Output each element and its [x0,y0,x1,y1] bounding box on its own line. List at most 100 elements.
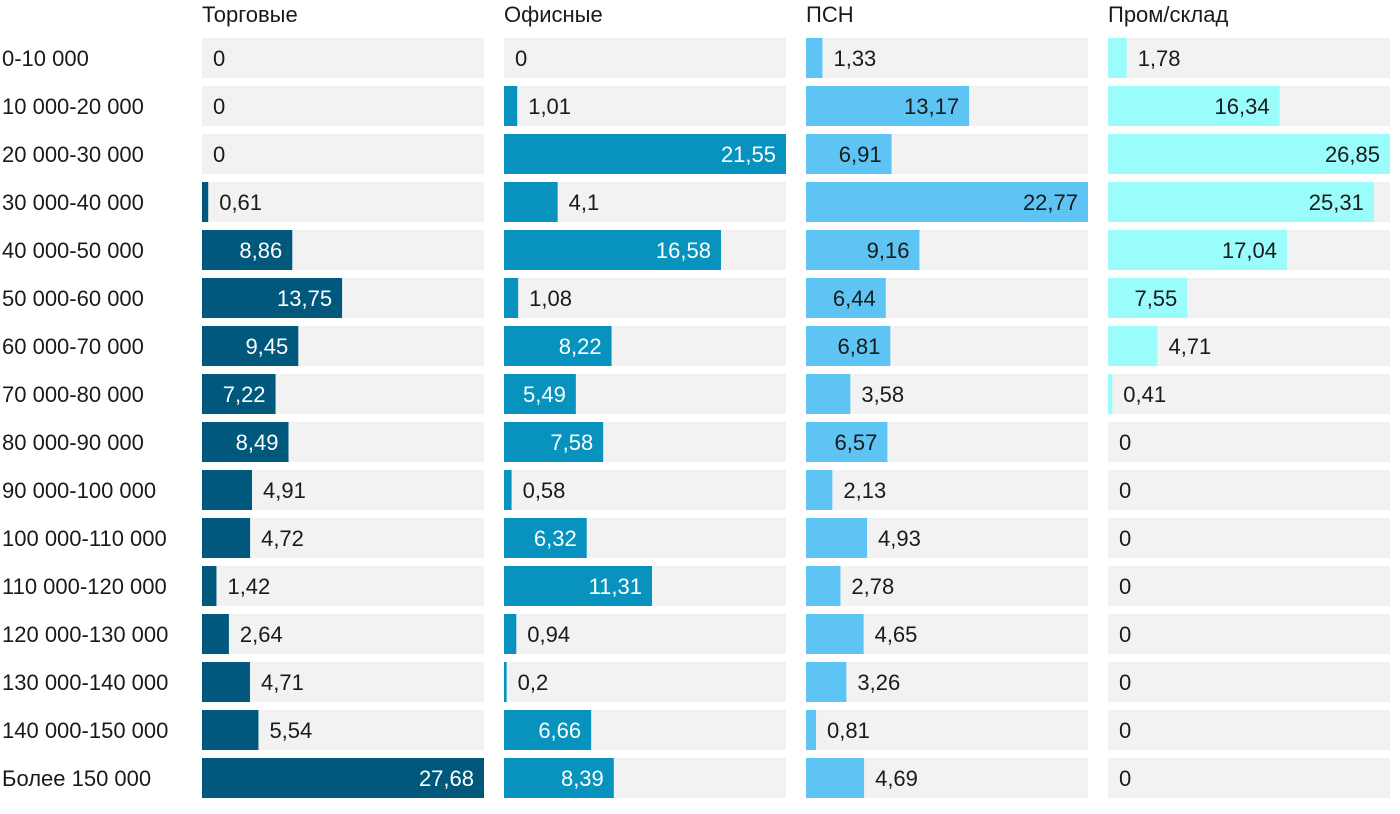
bar-background [202,566,484,606]
bar [504,566,653,606]
data-label: 2,13 [843,478,886,503]
data-label: 0 [213,94,225,119]
data-label: 8,22 [559,334,602,359]
data-label: 13,75 [277,286,332,311]
bar-background [806,566,1088,606]
data-label: 2,64 [240,622,283,647]
bar [806,758,865,798]
bar-background [504,470,786,510]
bar [504,134,786,174]
data-label: 4,71 [261,670,304,695]
category-label: 20 000-30 000 [2,142,144,167]
bar [806,86,970,126]
bar [504,710,592,750]
category-label: 40 000-50 000 [2,238,144,263]
bar [504,470,512,510]
data-label: 0 [1119,766,1131,791]
bar-background [202,134,484,174]
bar [504,326,612,366]
data-label: 21,55 [721,142,776,167]
bar-background [1108,374,1390,414]
bar [806,38,823,78]
data-label: 0 [1119,526,1131,551]
bar [806,518,868,558]
data-label: 16,58 [656,238,711,263]
data-label: 4,1 [569,190,600,215]
data-label: 6,57 [835,430,878,455]
bar-background [1108,614,1390,654]
category-label: 70 000-80 000 [2,382,144,407]
bar [1108,326,1158,366]
bar [202,182,209,222]
data-label: 0 [1119,478,1131,503]
data-label: 25,31 [1309,190,1364,215]
bar [202,614,229,654]
data-label: 0 [213,142,225,167]
data-label: 7,22 [223,382,266,407]
bar [202,518,251,558]
panel-title: ПСН [806,2,854,27]
bar [806,614,864,654]
data-label: 5,54 [269,718,312,743]
bar [1108,134,1390,174]
category-label: 140 000-150 000 [2,718,168,743]
bar [806,710,817,750]
data-label: 6,44 [833,286,876,311]
bar [806,422,888,462]
bar [202,662,250,702]
bar [806,230,920,270]
bar-background [202,38,484,78]
data-label: 3,26 [857,670,900,695]
bar-background [504,38,786,78]
bar [202,230,293,270]
bar [504,374,576,414]
bar [806,326,891,366]
data-label: 16,34 [1215,94,1270,119]
bar [202,326,299,366]
bar-background [504,278,786,318]
bar-background [1108,758,1390,798]
category-label: 50 000-60 000 [2,286,144,311]
bar-background [504,86,786,126]
data-label: 0 [1119,430,1131,455]
data-label: 1,08 [529,286,572,311]
bar-background [1108,710,1390,750]
bar-background [202,86,484,126]
bar [806,134,892,174]
bar [504,230,721,270]
bar-background [806,470,1088,510]
category-label: 100 000-110 000 [2,526,167,551]
data-label: 6,32 [534,526,577,551]
data-label: 26,85 [1325,142,1380,167]
data-label: 0 [1119,574,1131,599]
data-label: 1,78 [1138,46,1181,71]
bar-background [1108,518,1390,558]
bar [202,470,253,510]
bar [202,566,217,606]
bar [1108,38,1127,78]
data-label: 17,04 [1222,238,1277,263]
data-label: 9,45 [245,334,288,359]
bar [504,278,519,318]
data-label: 22,77 [1023,190,1078,215]
bar [202,710,259,750]
data-label: 0,94 [527,622,570,647]
data-label: 27,68 [419,766,474,791]
bar [806,182,1088,222]
data-label: 13,17 [904,94,959,119]
bar-background [1108,422,1390,462]
data-label: 0 [515,46,527,71]
bar [504,182,558,222]
bar-background [806,710,1088,750]
bar [202,422,289,462]
category-label: Более 150 000 [2,766,151,791]
category-label: 10 000-20 000 [2,94,144,119]
data-label: 1,33 [833,46,876,71]
data-label: 6,66 [538,718,581,743]
bar [806,662,847,702]
data-label: 1,01 [528,94,571,119]
data-label: 6,81 [838,334,881,359]
data-label: 0 [1119,718,1131,743]
